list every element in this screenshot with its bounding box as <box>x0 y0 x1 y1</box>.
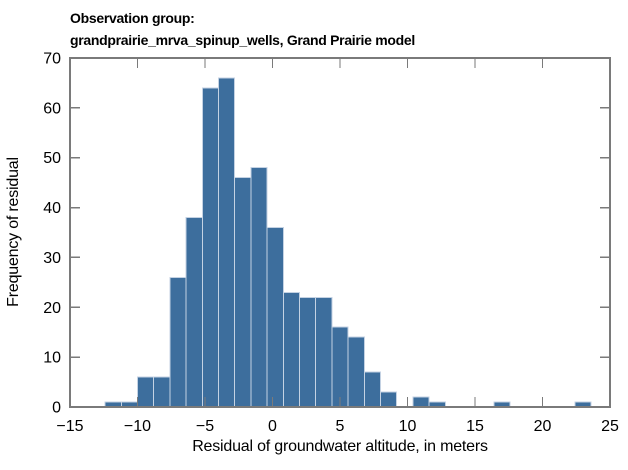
y-tick-label: 20 <box>43 300 61 317</box>
histogram-bar <box>380 391 398 408</box>
chart-title: Observation group: grandprairie_mrva_spi… <box>70 7 610 51</box>
x-tick-label: −5 <box>196 418 214 435</box>
x-tick-label: −10 <box>124 418 151 435</box>
y-tick-label: 60 <box>43 100 61 117</box>
y-tick-label: 70 <box>43 51 61 68</box>
y-tick-label: 50 <box>43 150 61 167</box>
histogram-bar <box>299 296 317 408</box>
x-tick-label: −15 <box>56 418 83 435</box>
histogram-bar <box>266 227 284 408</box>
x-tick-label: 10 <box>399 418 417 435</box>
histogram-bar <box>250 167 268 408</box>
y-tick-label: 40 <box>43 200 61 217</box>
y-tick-label: 30 <box>43 250 61 267</box>
histogram-bar <box>169 276 187 408</box>
histogram-bar <box>331 326 349 408</box>
x-tick-label: 5 <box>336 418 345 435</box>
histogram-bar <box>201 87 220 408</box>
x-tick-label: 20 <box>534 418 552 435</box>
y-tick-label: 10 <box>43 350 61 367</box>
y-tick-label: 0 <box>52 400 61 417</box>
histogram-bar <box>282 291 300 408</box>
histogram-bar <box>363 371 381 408</box>
x-axis-label: Residual of groundwater altitude, in met… <box>192 438 488 455</box>
histogram-bar <box>137 376 155 408</box>
x-tick-label: 25 <box>601 418 619 435</box>
histogram-bar <box>218 77 236 408</box>
histogram-bar <box>315 296 333 408</box>
histogram-bar <box>153 376 171 408</box>
x-tick-label: 0 <box>268 418 277 435</box>
histogram-bar <box>185 217 203 408</box>
x-tick-label: 15 <box>466 418 484 435</box>
chart-title-line2: grandprairie_mrva_spinup_wells, Grand Pr… <box>70 32 415 48</box>
chart-title-line1: Observation group: <box>70 10 195 26</box>
histogram-bar <box>347 336 365 408</box>
histogram-bar <box>234 177 252 408</box>
histogram-bar <box>412 396 430 408</box>
